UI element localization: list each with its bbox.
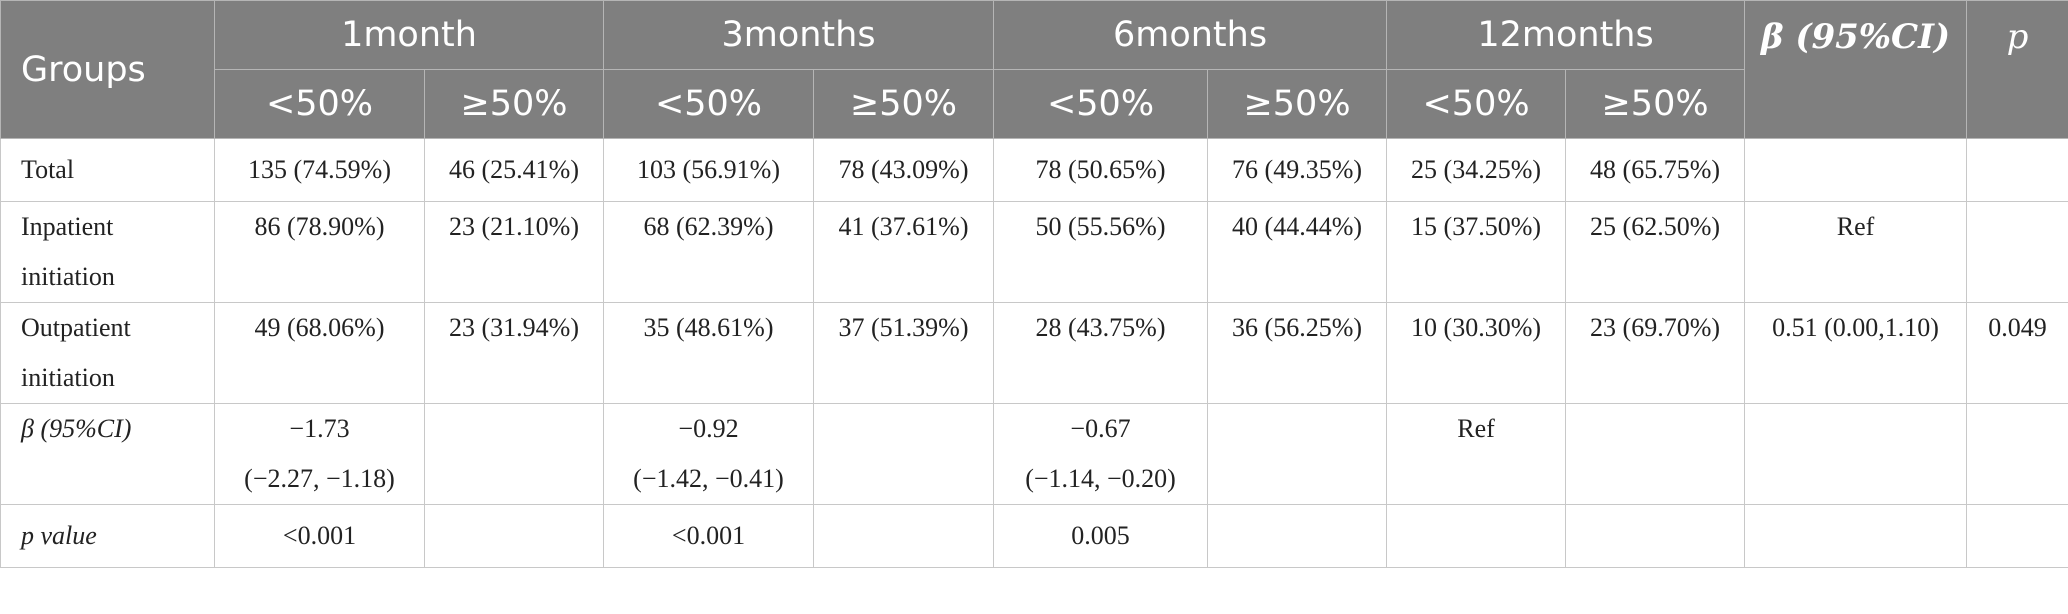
table-row-beta: β (95%CI) −1.73 (−2.27, −1.18) −0.92 (−1.4… — [0, 403, 2068, 505]
table-cell: 86 (78.90%) — [214, 201, 425, 303]
table-cell-empty — [424, 504, 604, 568]
table-row-outpatient: Outpatient initiation 49 (68.06%) 23 (31.… — [0, 302, 2068, 404]
table-cell-empty — [1744, 504, 1968, 568]
table-cell-empty — [1565, 403, 1746, 505]
header-6months-lt50: <50% — [993, 69, 1209, 139]
table-cell: 23 (31.94%) — [424, 302, 604, 404]
table-cell-empty — [1744, 403, 1968, 505]
table-cell: 76 (49.35%) — [1207, 138, 1388, 202]
header-1month: 1month — [214, 0, 604, 70]
table-cell-beta-1month: −1.73 (−2.27, −1.18) — [214, 403, 425, 505]
table-cell: 10 (30.30%) — [1386, 302, 1567, 404]
table-cell: 25 (62.50%) — [1565, 201, 1746, 303]
table-cell-empty — [1207, 403, 1388, 505]
table-cell-beta: Ref — [1744, 201, 1968, 303]
table-cell: 49 (68.06%) — [214, 302, 425, 404]
table-cell-beta-6months: −0.67 (−1.14, −0.20) — [993, 403, 1209, 505]
row-label-beta: β (95%CI) — [0, 403, 215, 505]
table-cell: 15 (37.50%) — [1386, 201, 1567, 303]
table-cell: 37 (51.39%) — [812, 302, 995, 404]
table-cell-p-1month: <0.001 — [214, 504, 425, 568]
table-cell-p-3months: <0.001 — [603, 504, 814, 568]
table-cell: 25 (34.25%) — [1386, 138, 1567, 202]
header-12months-ge50: ≥50% — [1565, 69, 1746, 139]
table-cell: 103 (56.91%) — [603, 138, 814, 202]
table-cell: 78 (50.65%) — [993, 138, 1209, 202]
table-cell-empty — [812, 504, 995, 568]
table-row-p-value: p value <0.001 <0.001 0.005 — [0, 504, 2068, 568]
header-3months-ge50: ≥50% — [812, 69, 995, 139]
table-cell-beta-12months: Ref — [1386, 403, 1567, 505]
header-6months-ge50: ≥50% — [1207, 69, 1388, 139]
table-cell: 48 (65.75%) — [1565, 138, 1746, 202]
table-cell-beta — [1744, 138, 1968, 202]
table-cell-p-6months: 0.005 — [993, 504, 1209, 568]
header-6months: 6months — [993, 0, 1388, 70]
table-cell-beta-3months: −0.92 (−1.42, −0.41) — [603, 403, 814, 505]
header-beta: β (95%CI) — [1744, 0, 1968, 139]
header-p: p — [1966, 0, 2068, 139]
table-cell-empty — [1207, 504, 1388, 568]
table-cell: 23 (69.70%) — [1565, 302, 1746, 404]
table-cell: 135 (74.59%) — [214, 138, 425, 202]
results-table: Groups 1month 3months 6months 12months β… — [0, 0, 2068, 568]
table-cell-empty — [1386, 504, 1567, 568]
table-row-inpatient: Inpatient initiation 86 (78.90%) 23 (21.1… — [0, 201, 2068, 303]
header-1month-ge50: ≥50% — [424, 69, 604, 139]
table-cell: 36 (56.25%) — [1207, 302, 1388, 404]
table-cell: 50 (55.56%) — [993, 201, 1209, 303]
header-3months-lt50: <50% — [603, 69, 814, 139]
table-cell: 41 (37.61%) — [812, 201, 995, 303]
table-cell: 28 (43.75%) — [993, 302, 1209, 404]
table-cell-p — [1966, 201, 2068, 303]
row-label-p-value: p value — [0, 504, 215, 568]
table-cell: 40 (44.44%) — [1207, 201, 1388, 303]
header-groups: Groups — [0, 0, 215, 139]
table-cell-empty — [1966, 504, 2068, 568]
table-cell-p — [1966, 138, 2068, 202]
header-1month-lt50: <50% — [214, 69, 425, 139]
header-3months: 3months — [602, 0, 995, 70]
table-cell: 68 (62.39%) — [603, 201, 814, 303]
table-cell-empty — [812, 403, 995, 505]
header-12months: 12months — [1386, 0, 1746, 70]
table-cell: 23 (21.10%) — [424, 201, 604, 303]
table-cell: 78 (43.09%) — [812, 138, 995, 202]
table-cell-empty — [1565, 504, 1746, 568]
table-cell-empty — [1966, 403, 2068, 505]
table-cell-p: 0.049 — [1966, 302, 2068, 404]
row-label-total: Total — [0, 138, 215, 202]
row-label-inpatient: Inpatient initiation — [0, 201, 215, 303]
row-label-outpatient: Outpatient initiation — [0, 302, 215, 404]
table-cell: 46 (25.41%) — [424, 138, 604, 202]
header-12months-lt50: <50% — [1386, 69, 1567, 139]
table-cell-empty — [424, 403, 604, 505]
table-cell-beta: 0.51 (0.00,1.10) — [1744, 302, 1968, 404]
table-row-total: Total 135 (74.59%) 46 (25.41%) 103 (56.9… — [0, 138, 2068, 202]
table-cell: 35 (48.61%) — [603, 302, 814, 404]
